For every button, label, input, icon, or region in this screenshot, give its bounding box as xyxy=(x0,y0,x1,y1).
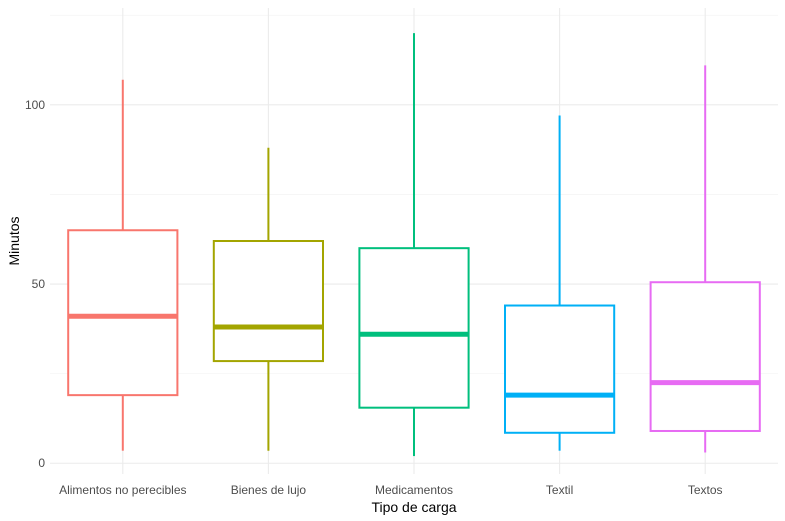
box-body xyxy=(212,240,324,363)
box-body xyxy=(649,281,761,432)
box-1 xyxy=(212,147,324,451)
y-tick-label: 0 xyxy=(38,456,45,470)
box-2 xyxy=(358,33,470,457)
boxes xyxy=(67,33,761,457)
box-body xyxy=(358,247,470,409)
x-tick-label: Medicamentos xyxy=(375,483,453,497)
box-4 xyxy=(649,65,761,453)
box-body xyxy=(504,304,616,434)
x-axis-ticks: Alimentos no perecibles Bienes de lujo Med… xyxy=(59,483,722,497)
y-axis-title: Minutos xyxy=(6,216,22,265)
box-0 xyxy=(67,79,179,451)
x-tick-label: Textil xyxy=(546,483,573,497)
x-tick-label: Bienes de lujo xyxy=(231,483,307,497)
x-tick-label: Alimentos no perecibles xyxy=(59,483,186,497)
y-axis-ticks: 0 50 100 xyxy=(25,98,45,470)
box-3 xyxy=(504,115,616,451)
y-tick-label: 50 xyxy=(32,277,46,291)
y-tick-label: 100 xyxy=(25,98,45,112)
x-axis-title: Tipo de carga xyxy=(371,499,456,515)
x-tick-label: Textos xyxy=(688,483,723,497)
box-body xyxy=(67,229,179,397)
